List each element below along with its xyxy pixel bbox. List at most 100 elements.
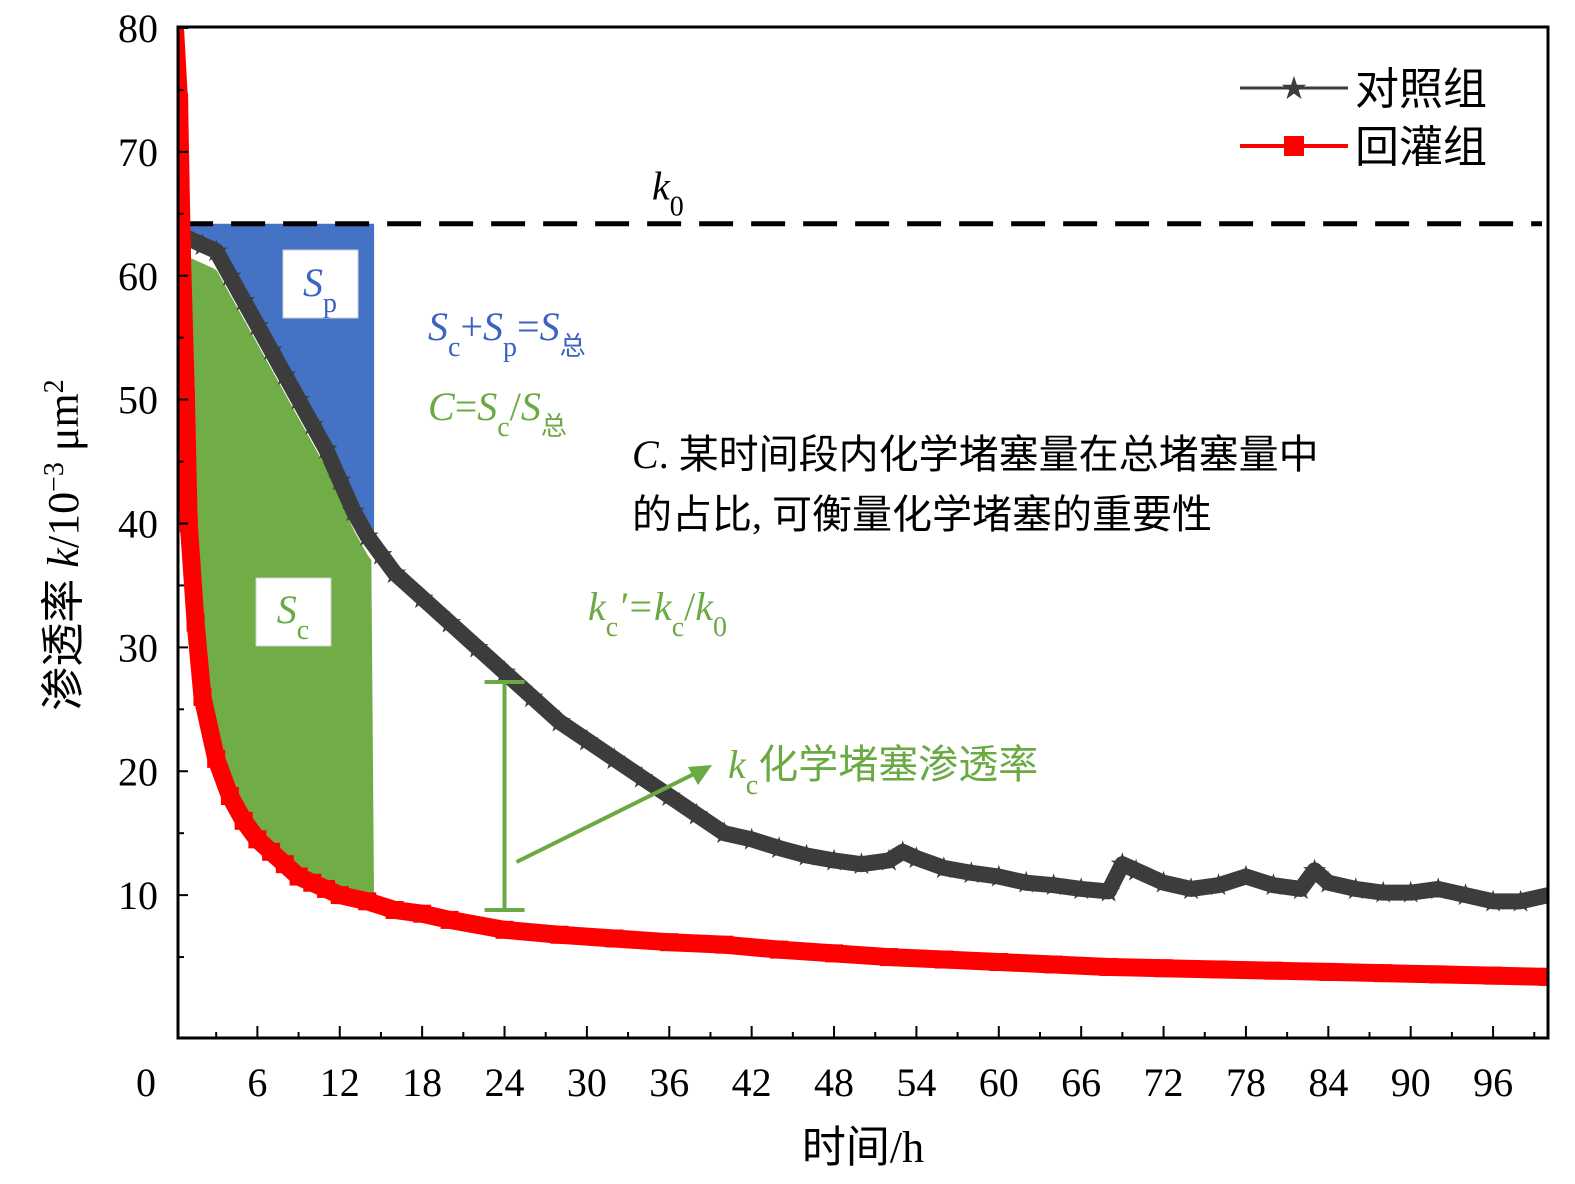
data-point: [1319, 962, 1338, 981]
data-point: [358, 892, 377, 911]
formula-sum: Sc+Sp=S总: [428, 304, 586, 363]
data-point: ★: [258, 334, 285, 367]
x-tick-label: 78: [1226, 1060, 1266, 1105]
formula-kc-prime: kc′=kc/k0: [588, 584, 727, 643]
data-point: ★: [601, 743, 628, 776]
data-point: [275, 855, 294, 874]
data-point: ★: [1315, 867, 1342, 900]
data-point: [660, 933, 679, 952]
data-point: [186, 613, 205, 632]
data-point: ★: [1178, 873, 1205, 906]
description-line-1: C. 某时间段内化学堵塞量在总堵塞量中: [632, 432, 1319, 477]
data-point: [440, 910, 459, 929]
y-tick-label: 40: [118, 502, 158, 547]
x-tick-label: 84: [1308, 1060, 1348, 1105]
data-point: ★: [1040, 869, 1067, 902]
y-tick-label: 20: [118, 749, 158, 794]
data-point: [178, 93, 189, 112]
y-axis-title: 渗透率 k/10−3 μm2: [39, 379, 89, 710]
data-point: [317, 879, 336, 898]
description-line-2: 的占比, 可衡量化学堵塞的重要性: [632, 492, 1212, 537]
data-point: [262, 842, 281, 861]
data-point: ★: [464, 631, 491, 664]
data-point: [715, 935, 734, 954]
x-tick-label: 96: [1473, 1060, 1513, 1105]
data-point: ★: [230, 285, 257, 318]
data-point: [1154, 959, 1173, 978]
x-tick-label: 12: [320, 1060, 360, 1105]
data-point: [289, 867, 308, 886]
data-point: [989, 953, 1008, 972]
data-point: ★: [1301, 854, 1328, 887]
data-point: [605, 929, 624, 948]
data-point: ★: [1205, 869, 1232, 902]
data-point: [1264, 961, 1283, 980]
data-point: ★: [354, 520, 381, 553]
data-point: ★: [903, 842, 930, 875]
data-point: ★: [958, 857, 985, 890]
y-tick-label: 30: [118, 625, 158, 670]
arrow-line: [515, 768, 703, 864]
data-point: [1429, 965, 1448, 984]
sc-region: [179, 250, 375, 904]
data-point: ★: [244, 309, 271, 342]
data-point: ★: [876, 844, 903, 877]
data-point: ★: [683, 799, 710, 832]
data-point: ★: [367, 538, 394, 571]
data-point: ★: [216, 260, 243, 293]
y-tick-label: 70: [118, 130, 158, 175]
sc-label: Sc: [277, 587, 309, 646]
series-line-0: [178, 225, 1548, 910]
data-point: [1209, 960, 1228, 979]
data-point: [770, 940, 789, 959]
x-tick-label: 54: [896, 1060, 936, 1105]
data-point: [550, 925, 569, 944]
legend-item-control: ★ 对照组: [1240, 65, 1487, 114]
data-point: ★: [1260, 869, 1287, 902]
data-point: ★: [1068, 873, 1095, 906]
data-point: ★: [1342, 873, 1369, 906]
data-point: ★: [889, 836, 916, 869]
data-point: ★: [628, 761, 655, 794]
data-point: [1539, 967, 1548, 986]
data-point: ★: [1425, 873, 1452, 906]
data-point: [413, 904, 432, 923]
k0-label: k0: [652, 164, 684, 223]
legend-item-recharge: 回灌组: [1240, 123, 1487, 172]
data-point: [178, 27, 184, 37]
star-icon: ★: [1280, 70, 1309, 106]
data-point: ★: [1013, 867, 1040, 900]
data-point: ★: [313, 433, 340, 466]
data-point: ★: [1480, 885, 1507, 918]
data-point: ★: [436, 607, 463, 640]
axis-ticks: 0 6 12 18 24 30 36 42 48 54 60 66 72 78 84 90 96 10 20 30 40…: [118, 6, 1536, 1105]
data-point: ★: [1232, 861, 1259, 894]
data-point: [1484, 966, 1503, 985]
data-point: ★: [985, 861, 1012, 894]
data-point: [248, 830, 267, 849]
data-point: [495, 920, 514, 939]
data-point: ★: [1535, 879, 1562, 912]
y-tick-label: 50: [118, 378, 158, 423]
x-axis-title: 时间/h: [802, 1123, 924, 1172]
x-tick-label: 42: [732, 1060, 772, 1105]
data-point: [1044, 955, 1063, 974]
data-point: ★: [203, 235, 230, 268]
data-point: ★: [1150, 867, 1177, 900]
data-point: ★: [285, 384, 312, 417]
data-point: [220, 787, 239, 806]
data-point: ★: [409, 582, 436, 615]
x-tick-label: 0: [136, 1060, 156, 1105]
data-point: ★: [299, 408, 326, 441]
data-point: ★: [738, 823, 765, 856]
data-point: [234, 811, 253, 830]
data-point: [1374, 964, 1393, 983]
kc-annotation: kc化学堵塞渗透率: [728, 742, 1038, 801]
data-point: ★: [340, 495, 367, 528]
x-tick-label: 24: [485, 1060, 525, 1105]
data-point: ★: [189, 229, 216, 262]
y-tick-label: 80: [118, 6, 158, 51]
data-point: ★: [930, 852, 957, 885]
data-point: ★: [326, 464, 353, 497]
